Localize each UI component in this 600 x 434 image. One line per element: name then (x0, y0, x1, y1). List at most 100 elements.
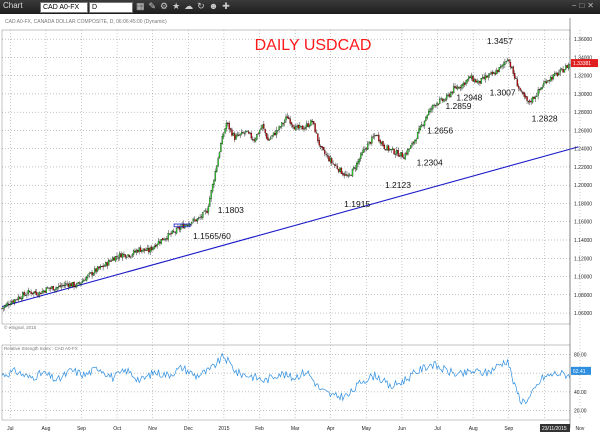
x-tick-label: Apr (327, 426, 335, 432)
candle-body (238, 134, 240, 136)
candle-body (152, 247, 154, 250)
candle-body (45, 287, 48, 294)
candle-body (109, 260, 111, 262)
candle-body (34, 291, 36, 293)
indicator-label: Relative Strength Index : CAD A0-FX (4, 346, 78, 351)
x-tick-label: Nov (148, 426, 157, 432)
candle-body (488, 73, 491, 76)
candle-body (454, 86, 456, 88)
candle-body (332, 163, 334, 165)
candle-body (331, 158, 333, 164)
candle-body (383, 144, 386, 149)
candle-body (317, 133, 319, 141)
candle-body (423, 121, 426, 126)
y-tick-label: 1.36000 (574, 37, 592, 43)
period-select[interactable]: D (89, 2, 133, 13)
candle-body (4, 305, 6, 309)
candle-body (561, 68, 563, 70)
candle-body (107, 260, 110, 266)
candle-body (308, 125, 311, 127)
candle-body (95, 268, 97, 272)
last-price-label: 1.33381 (573, 61, 591, 67)
candle-body (19, 297, 21, 299)
candle-body (483, 76, 485, 79)
support-box (173, 223, 191, 228)
candle-body (544, 81, 546, 84)
candle-body (534, 96, 537, 99)
candle-body (191, 222, 193, 225)
candle-body (429, 108, 431, 113)
candle-body (22, 292, 24, 299)
candle-body (252, 138, 254, 140)
candle-body (221, 136, 223, 145)
candle-body (326, 155, 329, 157)
candle-body (566, 65, 568, 68)
x-tick-label: Sep (77, 426, 86, 432)
y-tick-label: 1.26000 (574, 128, 592, 134)
candle-body (500, 66, 502, 68)
candle-body (243, 132, 246, 134)
candle-body (126, 256, 128, 258)
candle-body (479, 81, 481, 84)
candle-body (403, 157, 405, 159)
candle-body (299, 125, 301, 129)
candle-body (99, 266, 102, 269)
candle-body (540, 87, 542, 90)
candle-body (372, 136, 374, 138)
candle-body (472, 76, 474, 82)
candle-body (264, 128, 266, 134)
candle-body (268, 139, 271, 141)
candle-body (29, 291, 31, 292)
rsi-tick-label: 80.00 (574, 352, 587, 358)
candle-body (362, 149, 365, 153)
candle-body (336, 166, 338, 169)
candle-body (199, 217, 201, 218)
window-controls[interactable]: −□✕ (571, 1, 597, 10)
candle-body (271, 135, 273, 137)
x-tick-label: Feb (255, 426, 264, 432)
candle-body (175, 227, 178, 234)
candle-body (333, 164, 336, 166)
candle-body (112, 257, 114, 261)
price-annotation: 1.2656 (427, 125, 453, 135)
candle-body (476, 81, 478, 83)
last-date-tag (540, 424, 570, 432)
candle-body (455, 87, 458, 89)
candle-body (487, 75, 489, 78)
candle-body (67, 283, 70, 287)
candle-body (177, 227, 179, 228)
candle-body (545, 81, 548, 84)
symbol-input[interactable]: CAD A0-FX (40, 2, 88, 13)
x-tick-label: Aug (41, 426, 50, 432)
candle-body (533, 96, 535, 99)
candle-body (239, 133, 241, 136)
candle-body (512, 66, 514, 74)
candle-body (87, 274, 89, 278)
candle-body (325, 154, 327, 155)
candle-body (513, 72, 516, 79)
candle-body (547, 80, 549, 83)
candle-body (224, 128, 226, 134)
candle-body (220, 143, 222, 152)
y-tick-label: 1.32000 (574, 74, 592, 80)
candle-body (200, 216, 203, 218)
candle-body (5, 304, 7, 307)
candle-body (469, 76, 471, 79)
candle-body (344, 174, 347, 176)
last-price-tag (571, 59, 598, 68)
candle-body (358, 159, 361, 163)
candle-body (433, 104, 435, 106)
x-tick-label: Mar (291, 426, 300, 432)
candle-body (335, 164, 337, 166)
candle-body (92, 273, 95, 276)
candle-body (265, 133, 268, 139)
candle-body (258, 130, 261, 134)
candle-body (113, 257, 115, 261)
candle-body (458, 87, 460, 89)
candle-body (168, 233, 171, 235)
candle-body (240, 131, 243, 135)
toolbar-icons[interactable]: ▦✎⚙★☁↻☻✚ (136, 1, 234, 11)
candle-body (551, 77, 553, 80)
candle-body (470, 75, 473, 79)
candle-body (536, 95, 538, 97)
